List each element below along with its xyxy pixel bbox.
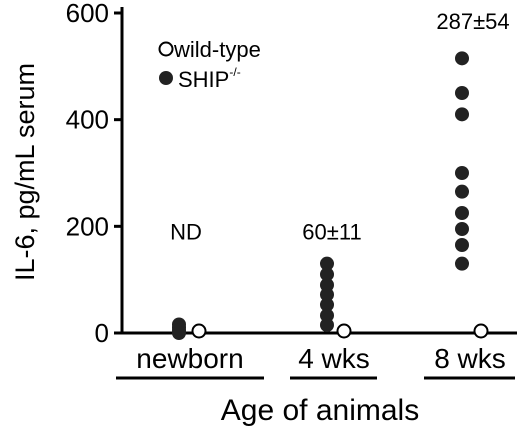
category-label: 4 wks (298, 343, 370, 374)
category-label: 8 wks (434, 343, 506, 374)
annotations: ND 60±11 287±54 (170, 9, 510, 245)
legend-ship-label: SHIP-/- (178, 65, 241, 92)
y-tick-label: 600 (66, 0, 109, 28)
axes (120, 7, 517, 335)
ship-data-point (320, 297, 334, 312)
ship-data-point (320, 308, 334, 323)
ship-data-point (320, 256, 334, 271)
y-tick-label: 400 (66, 105, 109, 135)
annotation-label: 60±11 (302, 220, 361, 245)
legend-wild-type-label: wild-type (173, 37, 261, 62)
data-points (172, 51, 489, 340)
ship-data-point (455, 107, 469, 122)
ship-data-point (455, 184, 469, 199)
x-axis-label: Age of animals (221, 394, 419, 427)
ship-data-point (455, 166, 469, 180)
ship-data-point (455, 256, 469, 271)
annotation-label: ND (170, 220, 202, 245)
y-tick-label: 0 (95, 318, 109, 348)
legend: wild-type SHIP-/- (158, 37, 261, 92)
ship-data-point (320, 267, 334, 282)
wild-type-data-point (473, 323, 489, 339)
ship-data-point (455, 206, 469, 220)
ship-data-point (320, 287, 334, 302)
wild-type-data-point (191, 323, 207, 339)
y-ticks: 0 200 400 600 (66, 0, 122, 348)
legend-ship-name: SHIP (178, 67, 229, 92)
ship-data-point (320, 318, 334, 332)
ship-data-point (455, 238, 469, 252)
ship-data-point (455, 51, 469, 66)
y-tick-label: 200 (66, 211, 109, 241)
y-axis-label: IL-6, pg/mL serum (10, 63, 40, 281)
ship-data-point (320, 278, 334, 292)
ship-data-point (172, 326, 186, 340)
wild-type-data-point (336, 323, 352, 339)
legend-wild-type-marker (158, 41, 174, 57)
ship-data-point (455, 222, 469, 236)
annotation-label: 287±54 (436, 9, 509, 34)
legend-ship-marker (159, 71, 173, 85)
ship-data-point (455, 86, 469, 100)
category-label: newborn (136, 343, 243, 374)
legend-ship-superscript: -/- (229, 65, 240, 79)
category-labels: newborn 4 wks 8 wks (116, 343, 515, 380)
